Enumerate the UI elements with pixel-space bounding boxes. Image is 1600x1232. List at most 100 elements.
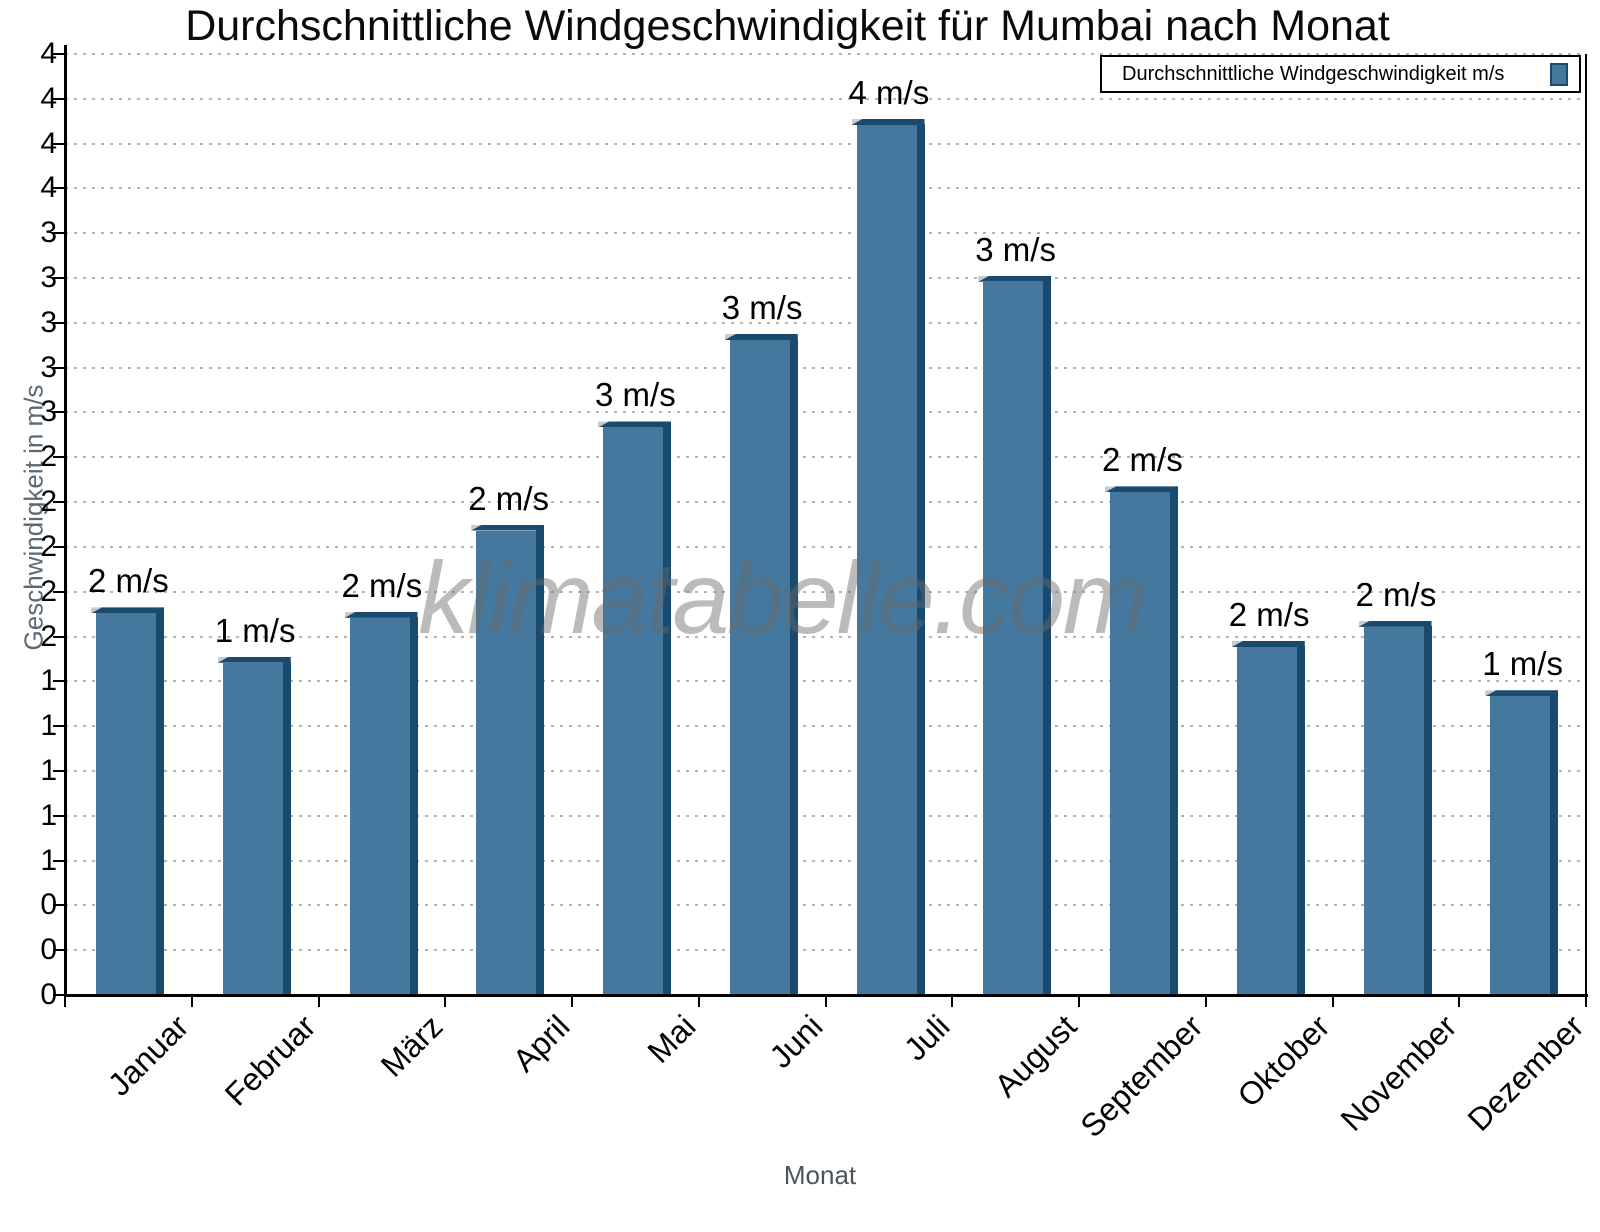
y-tick-label: 1 bbox=[40, 664, 57, 698]
bar-top-edge bbox=[1105, 486, 1178, 493]
bar-value-label: 3 m/s bbox=[595, 376, 676, 414]
gridline bbox=[65, 456, 1586, 459]
y-tick-label: 3 bbox=[40, 261, 57, 295]
bar bbox=[1236, 647, 1297, 995]
gridline bbox=[65, 635, 1586, 638]
y-tick-label: 2 bbox=[40, 574, 57, 608]
y-axis-tick bbox=[53, 321, 65, 324]
x-axis-tick bbox=[1585, 995, 1587, 1007]
gridline bbox=[65, 321, 1586, 324]
chart-title: Durchschnittliche Windgeschwindigkeit fü… bbox=[185, 2, 1390, 50]
bar-value-label: 1 m/s bbox=[214, 611, 296, 649]
y-axis-tick bbox=[53, 904, 65, 907]
x-axis-tick bbox=[317, 995, 320, 1007]
gridline bbox=[65, 814, 1586, 817]
y-tick-label: 1 bbox=[40, 843, 57, 877]
bar-top-edge bbox=[978, 275, 1052, 282]
gridline bbox=[65, 904, 1586, 907]
y-tick-label: 2 bbox=[40, 485, 57, 519]
x-axis-tick bbox=[1458, 995, 1461, 1007]
bar-value-label: 2 m/s bbox=[468, 479, 549, 517]
x-tick-label: Mai bbox=[640, 1008, 703, 1070]
bar-value-label: 2 m/s bbox=[1228, 596, 1310, 633]
y-tick-label: 0 bbox=[40, 978, 57, 1011]
y-tick-label: 1 bbox=[40, 753, 57, 787]
gridline bbox=[65, 501, 1586, 504]
bar-top-edge bbox=[217, 656, 291, 663]
y-axis-tick bbox=[53, 187, 65, 190]
bar-top-edge bbox=[344, 611, 418, 618]
bar bbox=[603, 427, 663, 995]
bar-top-edge bbox=[851, 118, 925, 125]
y-axis-tick bbox=[53, 994, 65, 996]
y-axis-tick bbox=[53, 590, 65, 593]
x-tick-label: Dezember bbox=[1460, 1008, 1591, 1138]
bar-value-label: 3 m/s bbox=[721, 289, 803, 327]
bar-value-label: 2 m/s bbox=[341, 566, 423, 604]
x-axis-tick bbox=[697, 995, 700, 1007]
x-axis-title: Monat bbox=[783, 1160, 857, 1190]
bar bbox=[1363, 626, 1424, 995]
y-axis-tick bbox=[53, 635, 65, 638]
y-tick-label: 4 bbox=[40, 171, 57, 205]
y-axis-tick bbox=[53, 949, 65, 952]
bar-value-label: 2 m/s bbox=[1102, 441, 1183, 479]
y-axis-tick bbox=[53, 142, 65, 145]
y-tick-label: 3 bbox=[40, 216, 57, 250]
y-axis-tick bbox=[53, 769, 65, 772]
y-tick-label: 3 bbox=[40, 305, 57, 339]
bar-side-edge bbox=[663, 426, 671, 995]
legend: Durchschnittliche Windgeschwindigkeit m/… bbox=[1100, 55, 1581, 93]
gridline bbox=[65, 949, 1586, 952]
bar-side-edge bbox=[916, 123, 925, 995]
gridline bbox=[65, 590, 1586, 593]
y-axis-tick bbox=[53, 97, 65, 100]
x-axis-tick bbox=[190, 995, 193, 1007]
gridline bbox=[65, 859, 1586, 862]
x-tick-label: Juli bbox=[896, 1008, 957, 1068]
bar-top-edge bbox=[1231, 641, 1305, 647]
bar bbox=[476, 530, 537, 995]
y-tick-label: 4 bbox=[40, 126, 57, 160]
gridline bbox=[65, 142, 1586, 145]
x-axis-tick bbox=[824, 995, 827, 1007]
x-tick-label: September bbox=[1073, 1008, 1210, 1145]
y-axis-tick bbox=[53, 411, 65, 414]
x-tick-label: März bbox=[373, 1008, 450, 1084]
y-tick-label: 4 bbox=[40, 81, 57, 115]
y-tick-label: 0 bbox=[40, 888, 57, 922]
gridline bbox=[65, 725, 1586, 728]
gridline bbox=[65, 232, 1586, 235]
y-tick-label: 2 bbox=[40, 440, 57, 474]
y-tick-label: 0 bbox=[40, 933, 57, 967]
bar-top-edge bbox=[598, 421, 671, 428]
bar bbox=[349, 617, 410, 995]
y-axis-tick bbox=[53, 545, 65, 548]
y-axis-tick bbox=[53, 366, 65, 369]
bar bbox=[1110, 492, 1170, 995]
x-tick-label: April bbox=[505, 1008, 577, 1079]
x-axis-line bbox=[64, 994, 1588, 997]
bar-value-label: 2 m/s bbox=[1355, 575, 1437, 613]
y-tick-label: 3 bbox=[40, 350, 57, 384]
bar-side-edge bbox=[282, 661, 291, 995]
y-axis-tick bbox=[53, 277, 65, 280]
y-tick-label: 1 bbox=[40, 709, 57, 743]
x-tick-label: Oktober bbox=[1230, 1008, 1337, 1114]
x-axis-tick bbox=[64, 995, 66, 1007]
y-axis-tick bbox=[53, 680, 65, 683]
bar-top-edge bbox=[724, 334, 798, 341]
bar-value-label: 3 m/s bbox=[975, 230, 1056, 268]
chart-page: { "title": "Durchschnittliche Windgeschw… bbox=[18, 2, 1591, 1190]
y-axis-tick bbox=[53, 859, 65, 862]
y-tick-label: 2 bbox=[40, 529, 57, 563]
gridline bbox=[65, 545, 1586, 548]
y-tick-label: 2 bbox=[40, 619, 57, 653]
bar-top-edge bbox=[1358, 620, 1432, 627]
x-tick-label: Juni bbox=[762, 1008, 830, 1075]
bar-side-edge bbox=[1296, 646, 1305, 995]
gridline bbox=[65, 411, 1586, 414]
bar-side-edge bbox=[789, 339, 798, 995]
bar-side-edge bbox=[536, 529, 545, 995]
bar bbox=[856, 124, 917, 995]
